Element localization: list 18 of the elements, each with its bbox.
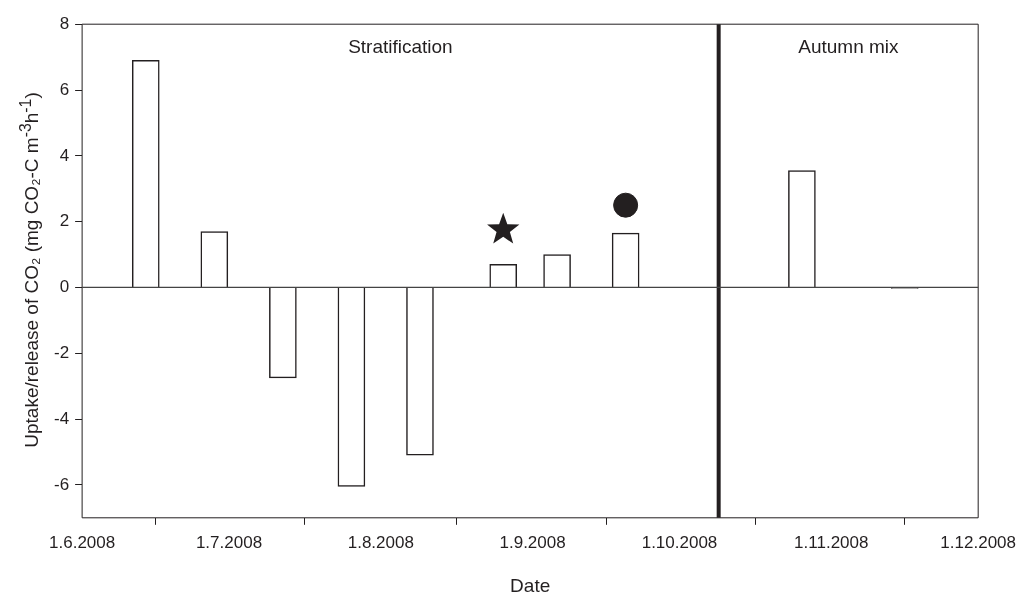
y-tick-label: -2 xyxy=(53,342,70,362)
x-axis-title: Date xyxy=(510,574,551,596)
x-tick-label: 1.12.2008 xyxy=(940,532,1017,552)
y-tick-label: 8 xyxy=(59,13,70,33)
x-tick-label: 1.8.2008 xyxy=(347,532,414,552)
annotation: Stratification xyxy=(348,36,453,58)
y-tick-label: -4 xyxy=(53,408,70,428)
y-tick-label: 2 xyxy=(59,211,70,231)
x-tick-label: 1.7.2008 xyxy=(195,532,263,552)
y-tick-label: 6 xyxy=(59,79,70,99)
annotation: Autumn mix xyxy=(798,36,900,58)
y-tick-label: 4 xyxy=(59,145,70,165)
x-tick-label: 1.10.2008 xyxy=(641,532,718,552)
y-tick-label: -6 xyxy=(53,474,70,494)
x-tick-label: 1.11.2008 xyxy=(794,532,869,552)
x-tick-label: 1.9.2008 xyxy=(499,532,566,552)
x-tick-label: 1.6.2008 xyxy=(49,532,116,552)
y-tick-label: 0 xyxy=(59,277,70,297)
